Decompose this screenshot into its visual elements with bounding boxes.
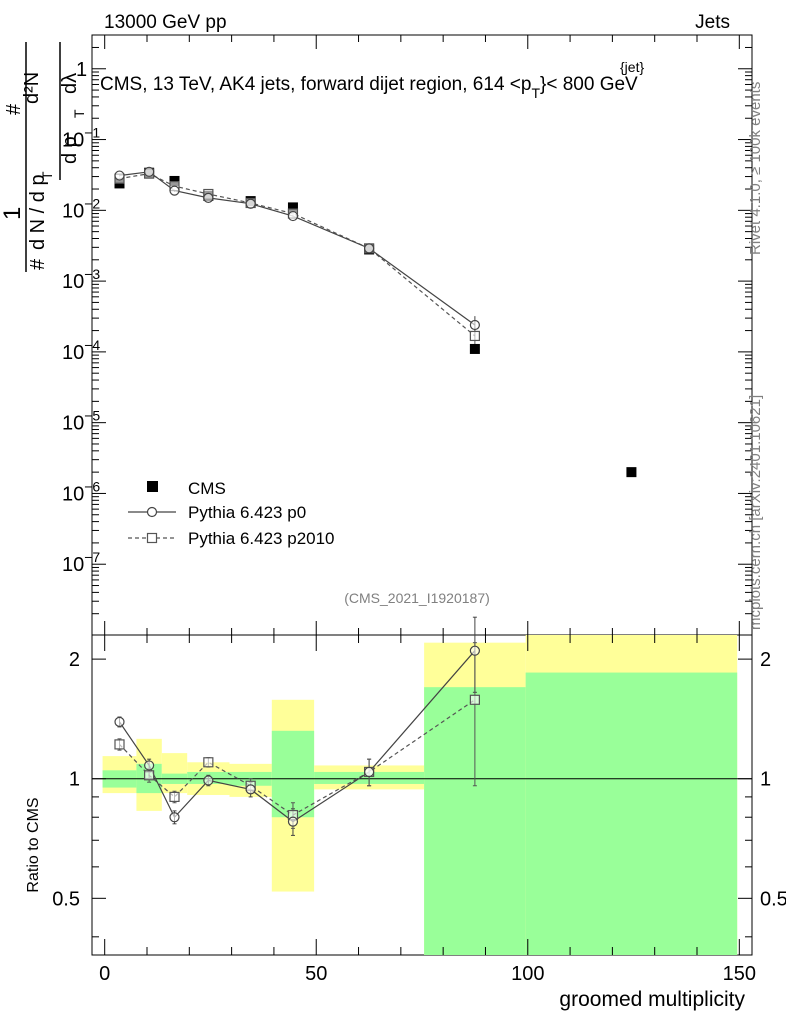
cms-point bbox=[469, 343, 480, 354]
ratio-p0-point bbox=[287, 816, 299, 827]
upper-axes: 10−7 10−6 10−5 10−4 10−3 10−2 10−1 1 bbox=[62, 34, 752, 636]
ratio-p0-point bbox=[169, 812, 180, 823]
ylabel-dlambda: dλ bbox=[59, 73, 81, 94]
ylabel-T-right: T bbox=[71, 109, 87, 118]
p0-point bbox=[364, 243, 375, 254]
ratio-data-series bbox=[114, 616, 480, 836]
ratio-ylabel: Ratio to CMS bbox=[25, 797, 42, 892]
x-tick-label: 50 bbox=[305, 963, 327, 985]
legend-label-cms: CMS bbox=[188, 479, 226, 498]
legend-marker-cms bbox=[147, 481, 158, 492]
ylabel-d2N: d²N bbox=[21, 72, 43, 104]
plot-title-sub: T bbox=[531, 85, 540, 101]
ratio-p0-point bbox=[245, 784, 256, 795]
x-tick-label: 100 bbox=[511, 963, 544, 985]
p0-point bbox=[114, 170, 125, 181]
upper-ytick-label: 10−2 bbox=[62, 195, 100, 222]
ratio-ytick-label-right: 0.5 bbox=[760, 888, 786, 910]
upper-data-series bbox=[114, 166, 637, 478]
p0-point bbox=[203, 192, 214, 203]
legend-marker-p0 bbox=[146, 506, 158, 518]
legend: CMS Pythia 6.423 p0 Pythia 6.423 p2010 bbox=[128, 479, 335, 548]
plot-title-prefix: CMS, 13 TeV, AK4 jets, forward dijet reg… bbox=[100, 74, 531, 95]
analysis-id: (CMS_2021_I1920187) bbox=[344, 590, 490, 606]
ratio-plot-frame bbox=[91, 634, 753, 956]
p0-point bbox=[287, 210, 299, 222]
ylabel-one: 1 bbox=[0, 207, 26, 220]
p2010-point bbox=[469, 330, 480, 342]
ratio-p2010-point bbox=[203, 757, 214, 768]
x-axis-label: groomed multiplicity bbox=[559, 988, 745, 1011]
ratio-p0-point bbox=[469, 645, 480, 656]
ratio-p2010-point bbox=[114, 739, 125, 750]
x-tick-label: 150 bbox=[723, 963, 756, 985]
legend-label-p0: Pythia 6.423 p0 bbox=[188, 503, 306, 522]
ratio-p0-point bbox=[144, 760, 155, 771]
ylabel-hash-left: # bbox=[27, 258, 49, 270]
header-left-label: 13000 GeV pp bbox=[104, 12, 227, 33]
ratio-ytick-label-left: 2 bbox=[69, 649, 80, 671]
ylabel-T-left: T bbox=[39, 171, 55, 180]
p0-point bbox=[144, 166, 155, 177]
upper-ytick-label: 1 bbox=[76, 59, 87, 81]
legend-label-p2010: Pythia 6.423 p2010 bbox=[188, 529, 335, 548]
p2010-line bbox=[119, 173, 476, 337]
ratio-uncertainty-bands bbox=[102, 635, 738, 955]
upper-ytick-label: 10−5 bbox=[62, 408, 100, 435]
ratio-p2010-point bbox=[169, 791, 180, 802]
rivet-version-label: Rivet 4.1.0, ≥ 100k events bbox=[747, 82, 764, 255]
ratio-ytick-label-left: 1 bbox=[69, 769, 80, 791]
cms-point bbox=[626, 467, 637, 478]
x-tick-label: 0 bbox=[99, 963, 110, 985]
ratio-ytick-label-right: 1 bbox=[760, 769, 771, 791]
ratio-band-inner-8 bbox=[525, 672, 738, 955]
upper-ylabel: # 1 d N / d p T # d²N d p T dλ bbox=[0, 42, 87, 272]
ratio-p2010-line bbox=[119, 699, 476, 816]
ratio-p2010-point bbox=[144, 770, 155, 781]
ratio-p2010-point bbox=[469, 694, 480, 705]
plot-title-sup: {jet} bbox=[620, 59, 644, 75]
upper-ytick-label: 10−7 bbox=[62, 549, 100, 576]
ratio-ytick-label-left: 0.5 bbox=[52, 888, 80, 910]
cms-point bbox=[287, 202, 298, 213]
upper-ytick-label: 10−4 bbox=[62, 337, 100, 364]
p0-point bbox=[469, 319, 480, 331]
plot-title: CMS, 13 TeV, AK4 jets, forward dijet reg… bbox=[100, 74, 638, 101]
upper-ytick-label: 10−3 bbox=[62, 266, 100, 293]
plot-title-suffix: }< 800 GeV bbox=[540, 74, 638, 95]
ratio-axes: 0.5 0.5 1 1 2 2 0 50 100 150 bbox=[52, 635, 786, 985]
ylabel-hash-right: # bbox=[3, 103, 25, 115]
legend-marker-p2010 bbox=[146, 532, 158, 544]
p0-point bbox=[169, 185, 180, 196]
ylabel-dpT: d p bbox=[59, 136, 81, 164]
ylabel-dN-dp: d N / d p bbox=[27, 174, 49, 250]
ratio-ytick-label-right: 2 bbox=[760, 649, 771, 671]
mcplots-label: mcplots.cern.ch [arXiv:2401.10621] bbox=[747, 395, 764, 630]
upper-ytick-label: 10−6 bbox=[62, 478, 100, 505]
ratio-band-outer-2 bbox=[161, 753, 188, 794]
p0-point bbox=[245, 198, 256, 209]
header-right-label: Jets bbox=[695, 12, 730, 33]
ratio-p0-point bbox=[114, 716, 125, 727]
cms-point bbox=[169, 175, 180, 186]
ratio-p0-point bbox=[203, 775, 214, 786]
ratio-p0-point bbox=[364, 766, 375, 778]
upper-ytick-label: 10−1 bbox=[62, 125, 100, 152]
